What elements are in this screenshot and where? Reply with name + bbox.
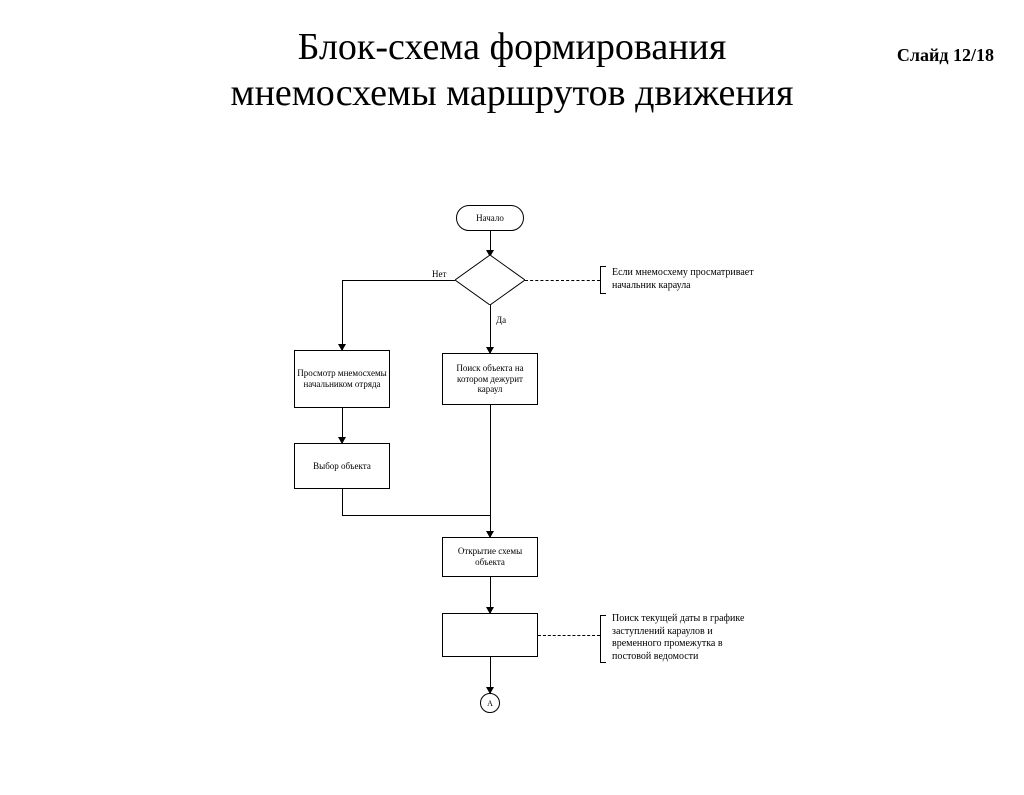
- edge: [342, 280, 343, 350]
- annotation-2: Поиск текущей даты в графике заступлений…: [612, 613, 744, 663]
- node-start-label: Начало: [476, 213, 504, 223]
- edge: [342, 489, 343, 515]
- annotation-1-line1: Если мнемосхему просматривает: [612, 267, 754, 278]
- title-line-2: мнемосхемы маршрутов движения: [231, 72, 794, 114]
- annotation-2-line2: заступлений караулов и: [612, 626, 713, 637]
- node-open-scheme-label: Открытие схемы объекта: [445, 546, 535, 568]
- annotation-2-line4: постовой ведомости: [612, 651, 698, 662]
- node-search-object-label: Поиск объекта на котором дежурит караул: [445, 363, 535, 395]
- page-title: Блок-схема формирования мнемосхемы маршр…: [0, 25, 1024, 116]
- annotation-bracket: [600, 615, 606, 663]
- title-line-1: Блок-схема формирования: [298, 26, 727, 68]
- node-choose-object: Выбор объекта: [294, 443, 390, 489]
- node-connector-a: А: [480, 693, 500, 713]
- annotation-1-line2: начальник караула: [612, 280, 691, 291]
- annotation-1: Если мнемосхему просматривает начальник …: [612, 267, 754, 292]
- slide-counter: Слайд 12/18: [897, 45, 994, 66]
- annotation-bracket: [600, 266, 606, 294]
- node-view-scheme: Просмотр мнемосхемы начальником отряда: [294, 350, 390, 408]
- node-open-scheme: Открытие схемы объекта: [442, 537, 538, 577]
- node-decision: [455, 255, 525, 305]
- flowchart-diagram: Начало Нет Да Если мнемосхему просматрив…: [0, 195, 1024, 795]
- edge: [490, 305, 491, 353]
- label-no: Нет: [432, 269, 446, 279]
- node-choose-object-label: Выбор объекта: [313, 461, 371, 472]
- edge: [490, 405, 491, 537]
- edge: [342, 515, 490, 516]
- label-yes: Да: [496, 315, 506, 325]
- node-view-scheme-label: Просмотр мнемосхемы начальником отряда: [297, 368, 387, 390]
- edge: [342, 280, 455, 281]
- annotation-2-line1: Поиск текущей даты в графике: [612, 613, 744, 624]
- annotation-2-line3: временного промежутка в: [612, 638, 723, 649]
- annotation-dash: [538, 635, 600, 636]
- node-connector-a-label: А: [487, 699, 493, 708]
- node-search-date: [442, 613, 538, 657]
- annotation-dash: [525, 280, 600, 281]
- node-start: Начало: [456, 205, 524, 231]
- node-search-object: Поиск объекта на котором дежурит караул: [442, 353, 538, 405]
